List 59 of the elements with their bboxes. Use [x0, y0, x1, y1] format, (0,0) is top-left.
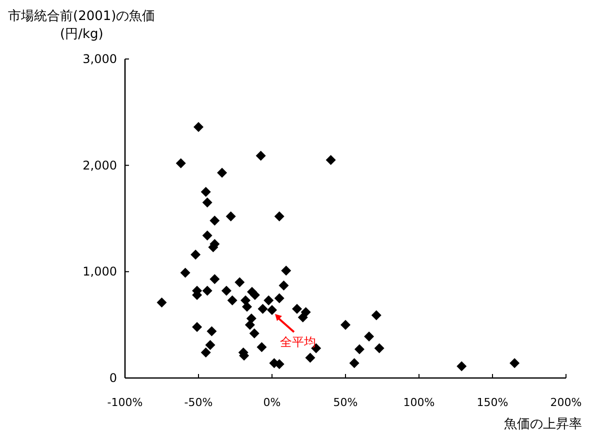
point	[340, 320, 350, 330]
x-tick-label: -50%	[184, 396, 213, 409]
point	[217, 168, 228, 178]
point	[221, 286, 232, 296]
point	[278, 280, 289, 290]
point	[267, 304, 277, 315]
point	[274, 293, 284, 304]
x-tick-label: 0%	[263, 396, 281, 409]
point	[202, 230, 212, 241]
point	[227, 295, 238, 306]
point	[305, 352, 316, 363]
point	[226, 211, 236, 222]
point	[456, 361, 467, 372]
point	[194, 122, 204, 132]
point	[281, 266, 292, 276]
annotation: 全平均	[280, 334, 316, 349]
x-tick-label: 150%	[476, 396, 508, 409]
point	[234, 277, 245, 288]
y-tick-label: 2,000	[82, 158, 117, 172]
point	[292, 304, 302, 314]
point	[205, 340, 216, 350]
point	[326, 155, 336, 166]
point	[210, 274, 220, 284]
y-tick-label: 0	[109, 371, 117, 385]
point	[192, 322, 202, 332]
x-tick-label: 200%	[550, 396, 582, 409]
point	[210, 216, 220, 226]
y-tick-label: 3,000	[82, 52, 117, 66]
point	[200, 347, 211, 358]
point	[354, 344, 364, 354]
point	[274, 211, 284, 222]
x-tick-label: 100%	[403, 396, 435, 409]
point	[190, 250, 201, 260]
point	[244, 320, 255, 330]
point	[176, 158, 186, 168]
point	[298, 312, 308, 322]
point	[364, 332, 374, 342]
point	[374, 343, 384, 354]
x-tick-label: -100%	[107, 396, 143, 409]
point	[206, 326, 217, 336]
point	[200, 186, 211, 197]
point	[202, 286, 212, 296]
y-axis-title: 市場統合前(2001)の魚価 (円/kg)	[8, 9, 156, 42]
point	[256, 150, 266, 161]
x-axis-title: 魚価の上昇率	[504, 416, 582, 432]
point	[256, 342, 267, 352]
x-tick-label: 50%	[333, 396, 358, 409]
point	[202, 198, 212, 208]
point	[258, 304, 268, 314]
point	[250, 290, 260, 300]
point	[510, 358, 520, 368]
point	[242, 302, 252, 312]
point	[156, 298, 167, 308]
point	[249, 328, 260, 338]
point	[371, 310, 382, 320]
point	[349, 358, 360, 368]
point	[180, 268, 190, 278]
y-tick-label: 1,000	[82, 264, 117, 279]
point	[264, 295, 274, 306]
